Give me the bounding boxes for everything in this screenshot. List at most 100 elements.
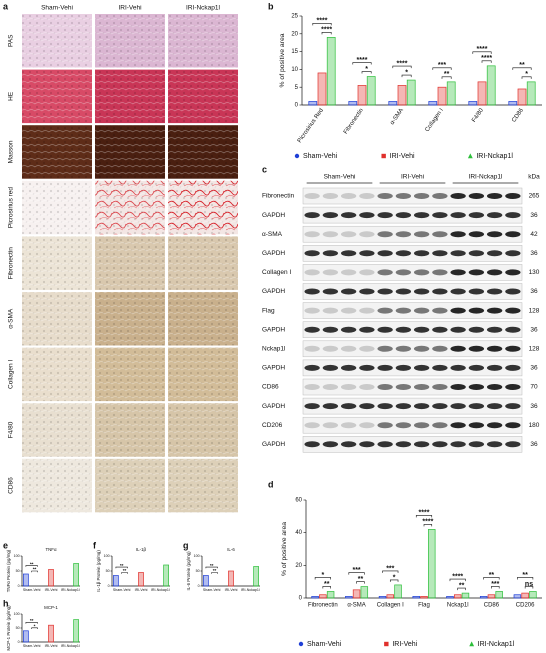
bar [477,81,487,106]
significance-label: **** [452,573,463,580]
significance-bracket [205,566,218,569]
blot-strip [302,378,523,396]
blot-band [450,422,466,429]
significance-bracket [423,524,433,527]
significance-label: ** [123,568,127,573]
blot-band [340,364,357,371]
histology-texture [22,69,92,124]
blot-strip [302,283,523,300]
y-axis-label: % of positive area [281,522,288,576]
blot-band [322,364,339,371]
blot-band [395,326,412,333]
blot-band [340,193,357,199]
blot-band [377,269,393,276]
panel-label: c [262,164,267,174]
significance-label: ** [213,568,217,573]
bar [345,596,353,599]
blot-band [486,441,503,448]
histology-texture [168,403,238,457]
row-label: α-SMA [8,308,15,329]
significance-bracket [432,67,452,70]
blot-band [413,231,430,238]
blot-band [505,364,521,371]
y-tick-label: 0 [18,640,20,644]
y-tick-label: 100 [194,554,200,558]
significance-bracket [521,76,532,79]
y-tick-label: 50 [16,569,20,573]
blot-band [304,326,320,333]
y-tick-label: 50 [196,569,200,573]
bar [479,596,488,599]
blot-band [304,288,320,295]
y-tick-label: 0 [295,103,299,109]
significance-bracket [211,572,218,574]
significance-bracket [457,587,466,591]
bar [311,596,319,599]
significance-label: * [405,69,408,76]
blot-band [322,193,339,199]
blot-label: GAPDH [262,326,285,333]
histology-texture [22,180,92,235]
row-label: Collagen I [8,360,15,389]
blot-band [413,307,430,314]
bar [48,569,54,587]
bar [394,584,402,599]
x-tick-label: α-SMA [389,108,405,127]
blot-band [377,384,393,390]
blot-band [395,269,412,276]
blot-band [505,403,521,410]
significance-label: ** [324,581,330,588]
blot-band [432,422,448,429]
row-label: PAS [8,34,15,47]
blot-band [359,193,375,199]
blot-band [377,288,393,295]
bar [138,572,144,587]
blot-band [505,250,521,257]
blot-band [304,231,320,238]
legend-marker [467,153,473,159]
column-header: IRI-Vehi [118,5,141,12]
kda-label: 36 [530,288,538,295]
blot-band [432,345,448,352]
blot-band [395,212,412,219]
significance-bracket [401,74,412,78]
lane-group-label: Sham-Vehi [324,174,356,181]
panel-label: f [93,540,97,550]
blot-strip [302,436,523,453]
bar [529,591,537,599]
blot-band [322,384,339,390]
histology-texture [95,14,165,68]
bar [308,101,318,106]
histology-texture [95,236,165,290]
blot-band [468,403,485,410]
kda-label: 265 [529,193,540,200]
x-tick-label: Picrosirius Red [297,108,325,145]
blot-band [359,441,375,448]
legend-label: Sham-Vehi [307,641,342,648]
bar [253,566,259,587]
significance-label: ** [30,561,34,566]
significance-bracket [25,622,38,624]
blot-band [450,384,466,390]
significance-bracket [472,51,492,54]
blot-band [505,384,521,390]
blot-band [322,212,339,219]
bar [228,570,234,587]
blot-band [359,364,375,371]
significance-bracket [115,566,128,569]
blot-band [432,212,448,219]
x-tick-label: Sham-Vehi [23,588,41,592]
significance-label: **** [422,519,433,526]
blot-band [340,384,357,390]
bar [517,88,527,106]
blot-band [505,269,521,276]
significance-label: * [525,71,528,78]
histology-texture [168,458,238,513]
significance-label: **** [321,27,332,34]
bar [461,592,470,599]
blot-strip [302,264,523,281]
chart-title: IL-6 [227,547,235,552]
significance-label: *** [438,62,446,69]
blot-band [468,364,485,371]
legend-label: IRI-Vehi [392,641,417,648]
